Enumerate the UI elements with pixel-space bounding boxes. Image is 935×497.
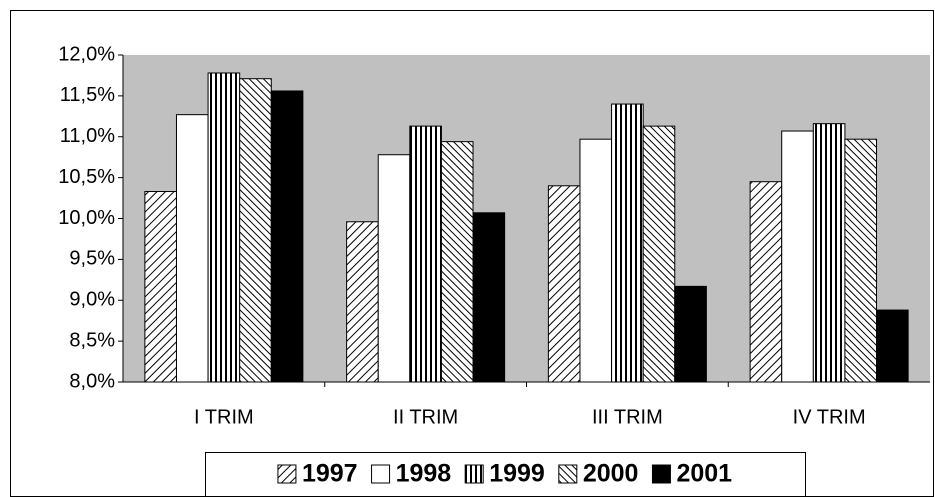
bar <box>175 114 209 383</box>
bar <box>346 221 379 383</box>
legend-swatch <box>651 464 671 484</box>
bar <box>642 125 676 383</box>
legend-label: 1997 <box>302 460 358 488</box>
legend-swatch <box>464 464 484 484</box>
bar <box>781 130 814 383</box>
bar <box>440 141 474 383</box>
x-tick-label: I TRIM <box>194 406 254 428</box>
legend-label: 1998 <box>396 460 452 488</box>
y-tick-label: 11,0% <box>60 125 115 147</box>
bar <box>270 90 304 383</box>
legend-frame <box>205 452 806 497</box>
y-tick-label: 8,0% <box>69 370 115 392</box>
x-tick-label: IV TRIM <box>793 406 866 428</box>
legend-label: 2001 <box>676 460 732 488</box>
bar <box>844 138 878 383</box>
bar <box>409 125 442 383</box>
bar <box>876 309 909 383</box>
bar <box>377 154 411 383</box>
bar <box>144 191 177 383</box>
bar <box>674 285 707 383</box>
bar <box>239 78 272 383</box>
legend-swatch <box>277 464 297 484</box>
bar <box>472 212 506 383</box>
legend-label: 1999 <box>489 460 545 488</box>
y-tick-label: 10,0% <box>58 207 115 229</box>
x-tick-label: III TRIM <box>592 406 663 428</box>
legend-swatch <box>371 464 391 484</box>
bar <box>207 72 241 383</box>
y-tick-label: 8,5% <box>69 329 115 351</box>
legend-swatch <box>558 464 578 484</box>
y-tick-label: 11,5% <box>60 84 115 106</box>
y-tick-label: 12,0% <box>58 43 115 65</box>
legend-label: 2000 <box>583 460 639 488</box>
bar <box>812 123 846 383</box>
bar <box>611 103 644 383</box>
plot-area: 8,0% 8,5% 9,0% 9,5% 10,0% 10,5% 11,0% 11,5% 12,0… <box>58 43 930 428</box>
y-tick-label: 9,0% <box>69 289 115 311</box>
bar <box>547 185 581 383</box>
bar <box>579 138 613 383</box>
y-tick-label: 9,5% <box>69 248 115 270</box>
bar <box>749 181 783 383</box>
x-tick-label: II TRIM <box>393 406 458 428</box>
legend: 1997 1998 1999 2000 2001 <box>277 460 732 488</box>
y-tick-label: 10,5% <box>58 166 115 188</box>
